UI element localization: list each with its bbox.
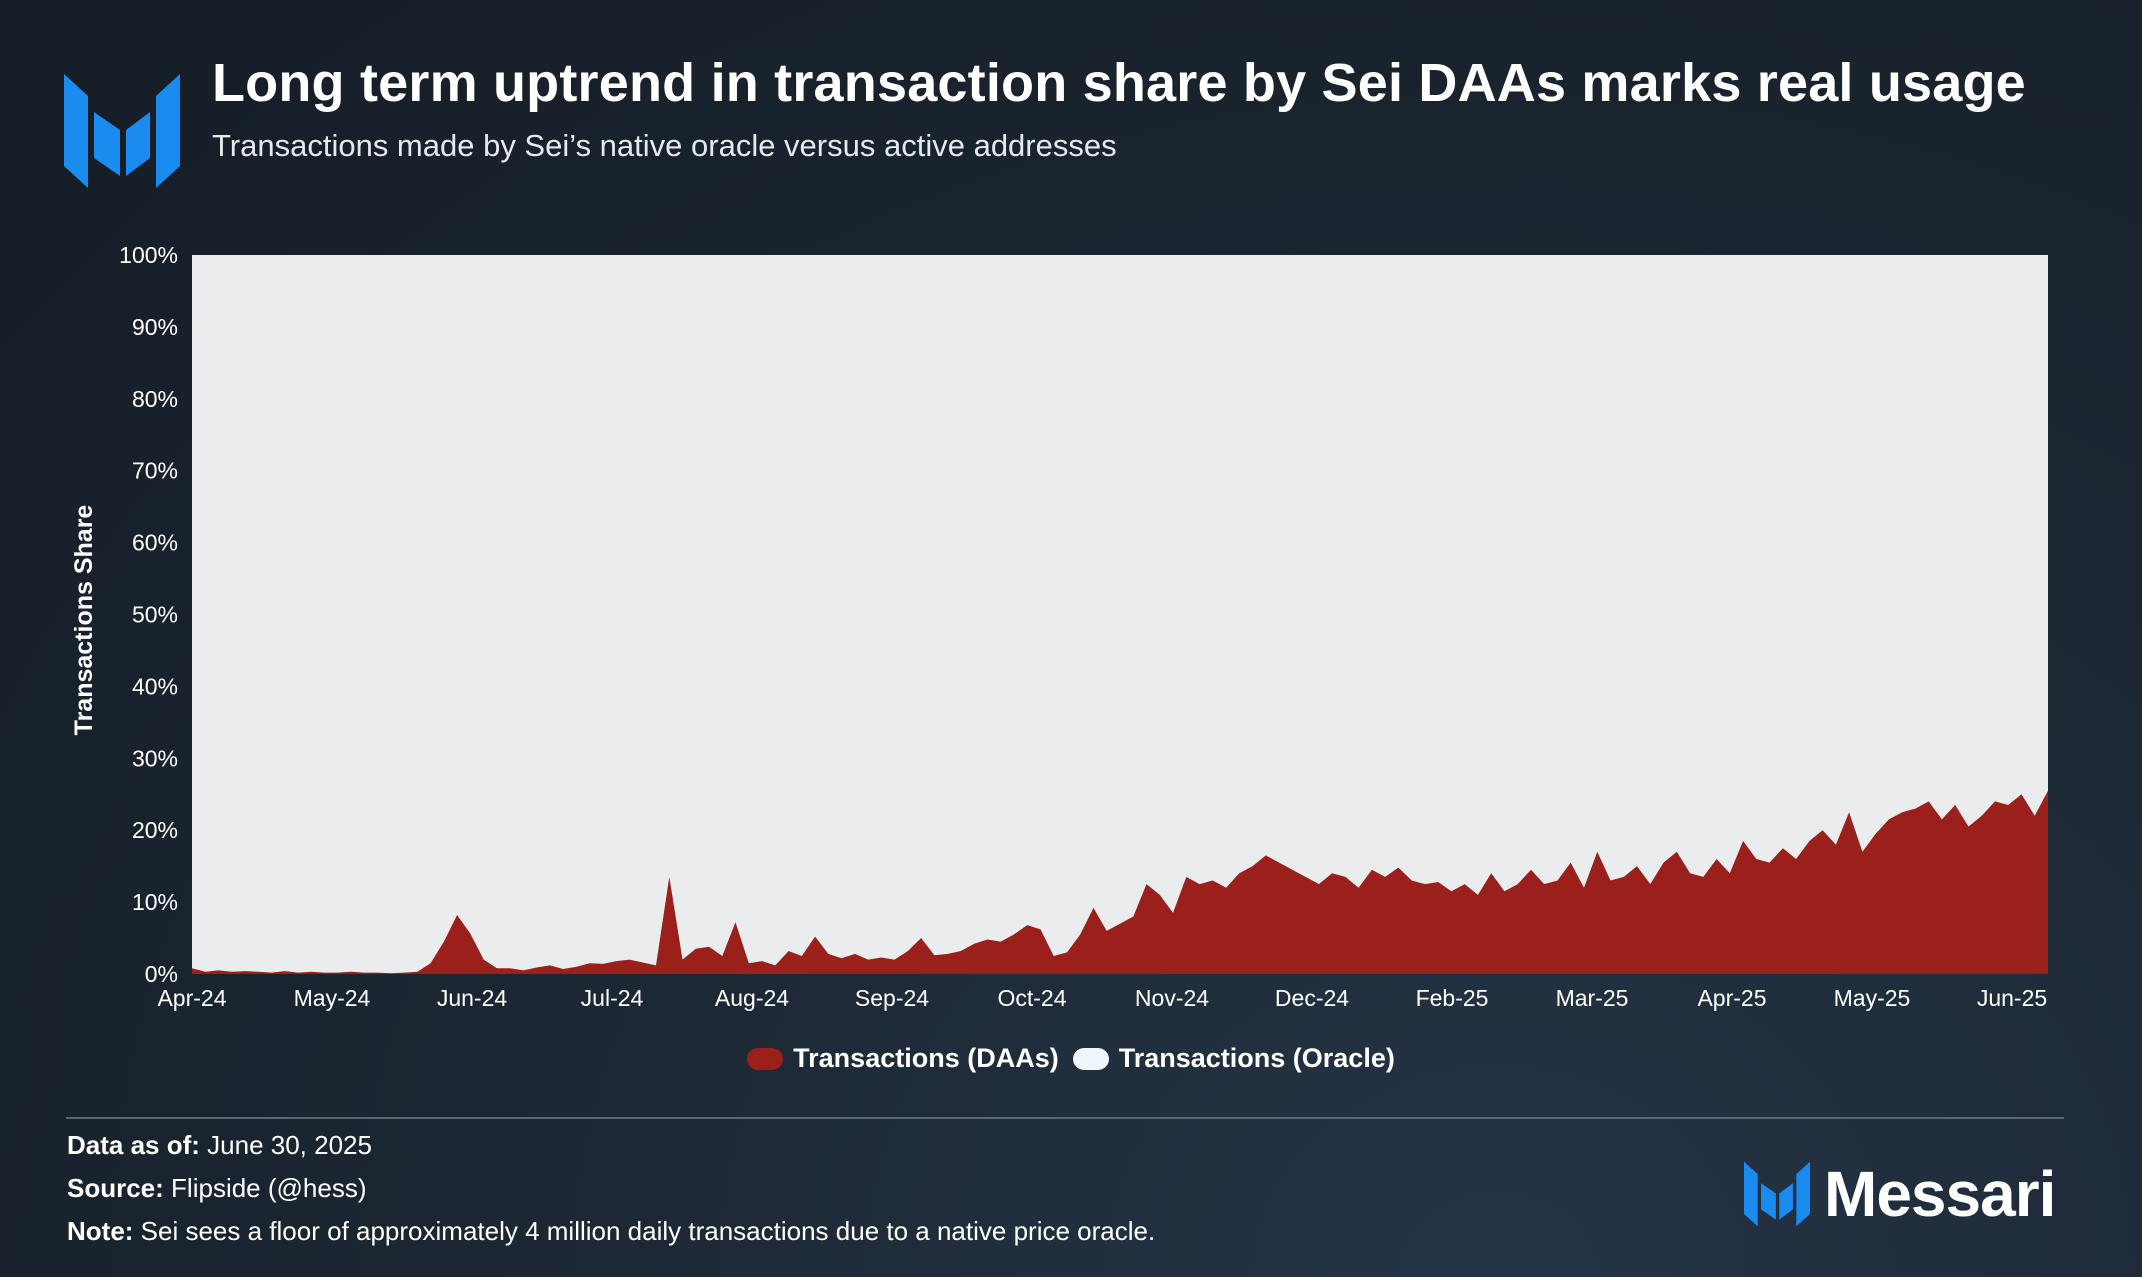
- x-tick-label: Mar-25: [1556, 985, 1629, 1011]
- x-tick-label: Apr-24: [157, 985, 226, 1011]
- y-tick-label: 10%: [132, 889, 178, 915]
- x-tick-label: May-24: [294, 985, 371, 1011]
- legend-label-oracle: Transactions (Oracle): [1118, 1043, 1395, 1073]
- y-axis-ticks: 0% 10% 20% 30% 40% 50% 60% 70% 80% 90% 100%: [119, 242, 178, 987]
- y-tick-label: 90%: [132, 314, 178, 340]
- note-value: Sei sees a floor of approximately 4 mill…: [140, 1216, 1156, 1246]
- x-tick-label: Feb-25: [1416, 985, 1489, 1011]
- legend-label-daa: Transactions (DAAs): [793, 1043, 1059, 1073]
- messari-logo-icon: [64, 74, 180, 188]
- y-tick-label: 70%: [132, 458, 178, 484]
- data-as-of-label: Data as of:: [67, 1130, 200, 1160]
- x-tick-label: Aug-24: [715, 985, 789, 1011]
- x-tick-label: Nov-24: [1135, 985, 1209, 1011]
- y-tick-label: 20%: [132, 817, 178, 843]
- y-tick-label: 100%: [119, 242, 178, 268]
- footer-note: Note: Sei sees a floor of approximately …: [67, 1216, 1155, 1247]
- x-axis-ticks: Apr-24 May-24 Jun-24 Jul-24 Aug-24 Sep-24 Oct-…: [157, 985, 2047, 1011]
- footer-data-as-of: Data as of: June 30, 2025: [67, 1130, 372, 1161]
- y-tick-label: 0%: [145, 961, 178, 987]
- x-tick-label: Apr-25: [1697, 985, 1766, 1011]
- data-as-of-value: June 30, 2025: [207, 1130, 372, 1160]
- x-tick-label: May-25: [1834, 985, 1911, 1011]
- note-label: Note:: [67, 1216, 134, 1246]
- legend-swatch-daa: [747, 1047, 784, 1070]
- chart-subtitle: Transactions made by Sei’s native oracle…: [212, 128, 1117, 163]
- daa-area: [192, 790, 2048, 974]
- footer-divider: [66, 1117, 2064, 1119]
- x-tick-label: Sep-24: [855, 985, 929, 1011]
- legend-item-daa[interactable]: Transactions (DAAs): [747, 1043, 1059, 1074]
- legend: Transactions (DAAs) Transactions (Oracle…: [0, 1043, 2142, 1074]
- y-axis-title: Transactions Share: [70, 505, 98, 736]
- transaction-share-chart: 0% 10% 20% 30% 40% 50% 60% 70% 80% 90% 100% Apr-24…: [70, 242, 2048, 1011]
- y-tick-label: 30%: [132, 745, 178, 771]
- y-tick-label: 40%: [132, 673, 178, 699]
- y-tick-label: 60%: [132, 530, 178, 556]
- y-tick-label: 80%: [132, 386, 178, 412]
- x-tick-label: Jun-24: [437, 985, 508, 1011]
- brand: Messari: [1744, 1157, 2056, 1231]
- y-tick-label: 50%: [132, 602, 178, 628]
- legend-item-oracle[interactable]: Transactions (Oracle): [1072, 1043, 1395, 1074]
- x-tick-label: Jul-24: [581, 985, 644, 1011]
- chart-title: Long term uptrend in transaction share b…: [212, 53, 2026, 113]
- brand-name: Messari: [1824, 1158, 2056, 1230]
- x-tick-label: Oct-24: [997, 985, 1066, 1011]
- footer-source: Source: Flipside (@hess): [67, 1173, 367, 1204]
- source-value: Flipside (@hess): [171, 1173, 367, 1203]
- x-tick-label: Jun-25: [1977, 985, 2047, 1011]
- x-tick-label: Dec-24: [1275, 985, 1349, 1011]
- legend-swatch-oracle: [1072, 1047, 1109, 1070]
- messari-brand-icon: [1744, 1161, 1810, 1227]
- source-label: Source:: [67, 1173, 164, 1203]
